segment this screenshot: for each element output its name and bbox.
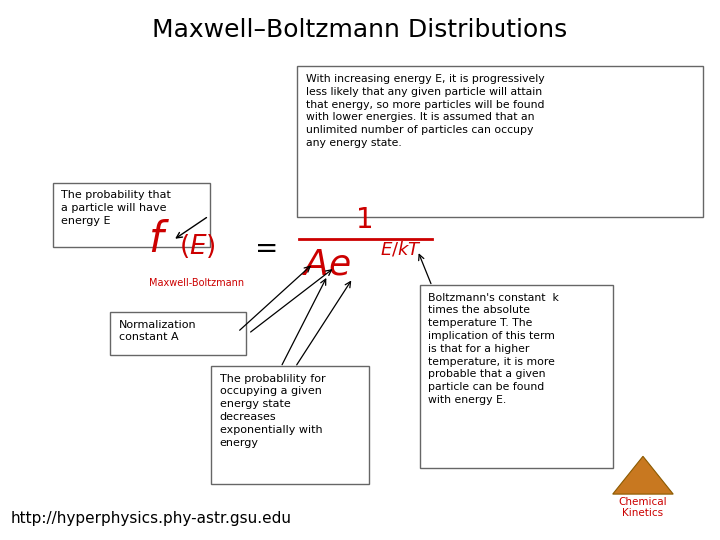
FancyBboxPatch shape	[297, 66, 703, 217]
Text: $=$: $=$	[249, 233, 276, 261]
Polygon shape	[613, 456, 673, 494]
FancyBboxPatch shape	[211, 366, 369, 484]
Text: The probablility for
occupying a given
energy state
decreases
exponentially with: The probablility for occupying a given e…	[220, 374, 325, 448]
Text: http://hyperphysics.phy-astr.gsu.edu: http://hyperphysics.phy-astr.gsu.edu	[11, 511, 292, 526]
Text: $(E)$: $(E)$	[179, 232, 215, 260]
Text: Normalization
constant A: Normalization constant A	[119, 320, 197, 342]
Text: Maxwell–Boltzmann Distributions: Maxwell–Boltzmann Distributions	[153, 18, 567, 42]
FancyBboxPatch shape	[110, 312, 246, 355]
FancyBboxPatch shape	[53, 183, 210, 247]
Text: $Ae$: $Ae$	[302, 248, 351, 281]
Text: Chemical
Kinetics: Chemical Kinetics	[618, 497, 667, 518]
Text: Boltzmann's constant  k
times the absolute
temperature T. The
implication of thi: Boltzmann's constant k times the absolut…	[428, 293, 559, 405]
Text: Maxwell-Boltzmann: Maxwell-Boltzmann	[149, 279, 244, 288]
FancyBboxPatch shape	[420, 285, 613, 468]
Text: $E/kT$: $E/kT$	[380, 240, 422, 259]
Text: The probability that
a particle will have
energy E: The probability that a particle will hav…	[61, 190, 171, 226]
Text: With increasing energy E, it is progressively
less likely that any given particl: With increasing energy E, it is progress…	[306, 74, 544, 148]
Text: $1$: $1$	[355, 206, 372, 234]
Text: $\mathit{f}$: $\mathit{f}$	[148, 219, 169, 261]
